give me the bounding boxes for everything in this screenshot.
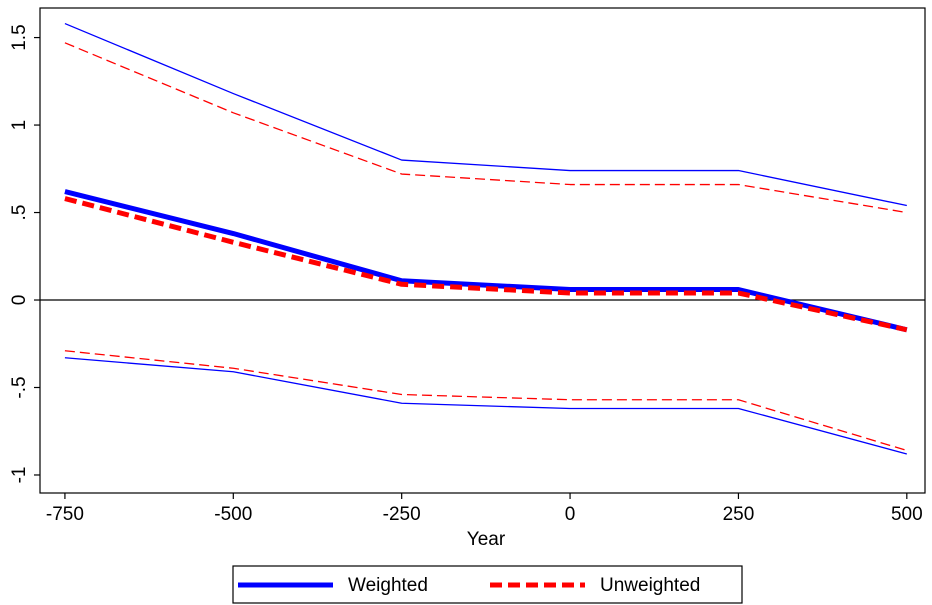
series-line [64, 196, 908, 333]
x-tick-label: 500 [891, 504, 923, 525]
y-tick-label: -.5 [9, 376, 30, 398]
y-tick-label: 1 [9, 120, 30, 131]
x-tick-label: -750 [46, 504, 84, 525]
y-tick-label: 1.5 [9, 24, 30, 50]
y-tick-label: -1 [9, 467, 30, 484]
x-axis-label: Year [467, 529, 506, 550]
series-line [64, 22, 907, 207]
y-tick-label: 0 [9, 295, 30, 306]
legend-label: Unweighted [600, 575, 700, 596]
series-line [64, 350, 908, 452]
series-line [64, 357, 907, 455]
x-tick-label: -500 [214, 504, 252, 525]
series-line [64, 42, 907, 214]
legend-label: Weighted [348, 575, 428, 596]
x-tick-label: -250 [383, 504, 421, 525]
y-tick-label: .5 [9, 205, 30, 221]
x-tick-label: 250 [723, 504, 755, 525]
x-tick-label: 0 [565, 504, 576, 525]
plot-frame [39, 7, 926, 494]
series-line [64, 189, 908, 333]
